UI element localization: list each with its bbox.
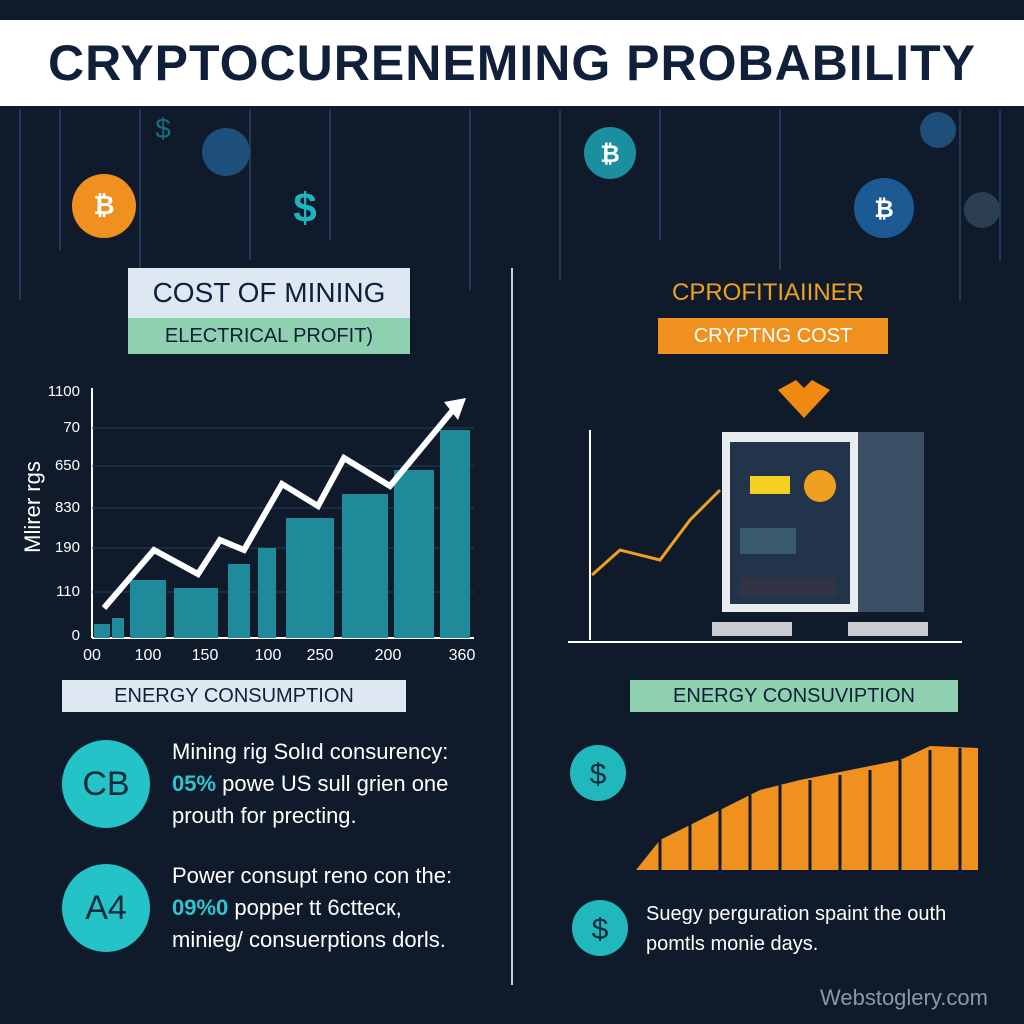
x-tick-label: 360 (448, 647, 476, 664)
item-text: powe US sull grien one (216, 771, 449, 796)
y-tick-label: 110 (56, 583, 80, 600)
coins: ₿ ₿ ₿ $ $ (72, 112, 1000, 238)
svg-text:$: $ (293, 184, 316, 231)
y-tick-label: 0 (71, 627, 80, 644)
x-tick-label: 100 (134, 647, 162, 664)
item-line: Mining rig Solıd consurency: (172, 739, 449, 764)
item-text: popper tt 6cttecк, (228, 895, 402, 920)
svg-text:$: $ (590, 758, 607, 791)
note-line: Suegy perguration spaint the outh (646, 903, 947, 925)
highlight: 05% (172, 771, 217, 796)
y-tick-label: 830 (54, 499, 80, 516)
highlight: 09%0 (172, 895, 229, 920)
item-line: 05% powe US sull grien one (172, 768, 448, 800)
right-subtitle: CRYPTNG COST (658, 318, 888, 354)
background-lines (19, 110, 1001, 300)
badge: A4 (62, 864, 150, 952)
right-section: ENERGY CONSUVIPTION (630, 680, 958, 712)
note-line: pomtls monie days. (646, 933, 819, 955)
left-subtitle: ELECTRICAL PROFIT) (128, 318, 410, 354)
left-title: COST OF MINING (128, 268, 410, 318)
x-tick-label: 250 (306, 647, 334, 664)
svg-text:₿: ₿ (874, 196, 894, 223)
right-chart: $ $ (568, 380, 978, 956)
y-tick-label: 70 (63, 419, 80, 436)
badge: CB (62, 740, 150, 828)
y-tick-label: 190 (54, 539, 80, 556)
x-tick-label: 00 (83, 647, 101, 664)
right-title: CPROFITIAIINER (671, 279, 864, 306)
x-tick-label: 150 (191, 647, 219, 664)
y-tick-label: 1100 (47, 383, 80, 400)
footer: Webstoglery.com (820, 985, 988, 1010)
y-tick-label: 650 (54, 457, 80, 474)
x-tick-label: 100 (254, 647, 282, 664)
y-axis-label: Mlirer rgs (20, 461, 45, 553)
item-line: Power consupt reno con the: (172, 863, 453, 888)
item-line: prouth for precting. (172, 803, 357, 828)
title: CRYPTOCURENEMING PROBABILITY (0, 20, 1024, 106)
svg-text:$: $ (155, 113, 171, 144)
left-chart (91, 388, 474, 639)
svg-text:₿: ₿ (600, 141, 620, 168)
item-line: minieg/ consuerptions dorls. (172, 927, 446, 952)
x-tick-label: 200 (374, 647, 402, 664)
svg-text:$: $ (592, 913, 609, 946)
item-line: 09%0 popper tt 6cttecк, (172, 892, 402, 924)
svg-text:₿: ₿ (93, 190, 114, 220)
left-section: ENERGY CONSUMPTION (62, 680, 406, 712)
